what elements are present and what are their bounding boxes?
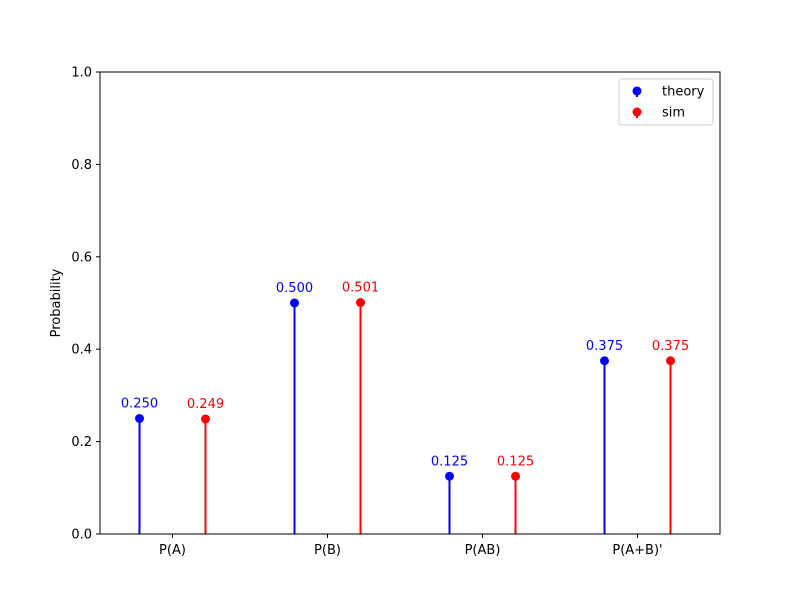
sim-point: [356, 298, 365, 308]
y-tick-label: 0.8: [71, 158, 92, 173]
sim-point: [511, 471, 520, 481]
plot-area: 0.250 0.249 0.500 0.501 0.125 0.125 0.375 0.375: [121, 281, 689, 534]
theory-data-label: 0.500: [276, 281, 313, 296]
x-tick-label: P(AB): [465, 543, 501, 558]
y-axis-label: Probability: [49, 268, 64, 337]
sim-point: [201, 414, 210, 424]
x-axis: P(A) P(B) P(AB) P(A+B)': [159, 534, 663, 558]
axes-frame: [99, 71, 721, 535]
y-tick-label: 0.6: [71, 250, 92, 265]
y-tick-label: 1.0: [71, 66, 92, 81]
sim-data-label: 0.125: [497, 454, 534, 469]
theory-data-label: 0.375: [586, 339, 623, 354]
sim-data-label: 0.375: [652, 339, 689, 354]
legend-marker-sim: [632, 107, 642, 117]
y-tick-label: 0.4: [71, 343, 92, 358]
legend-label-sim: sim: [662, 106, 685, 121]
theory-point: [290, 298, 299, 308]
y-tick-label: 0.0: [71, 528, 92, 543]
sim-data-label: 0.501: [342, 281, 379, 296]
x-tick-label: P(A+B)': [612, 543, 662, 558]
legend: theory sim: [618, 78, 714, 126]
theory-point: [445, 471, 454, 481]
theory-point: [135, 414, 144, 423]
theory-data-label: 0.125: [431, 454, 468, 469]
legend-marker-theory: [632, 86, 642, 96]
theory-point: [600, 356, 609, 366]
y-tick-label: 0.2: [71, 435, 92, 450]
y-axis: 0.0 0.2 0.4 0.6 0.8 1.0: [71, 66, 100, 543]
sim-data-label: 0.249: [187, 397, 224, 412]
sim-point: [666, 356, 675, 366]
x-tick-label: P(A): [159, 543, 186, 558]
legend-label-theory: theory: [662, 85, 705, 100]
legend-box: [618, 78, 714, 126]
x-tick-label: P(B): [314, 543, 341, 558]
theory-data-label: 0.250: [121, 397, 158, 412]
